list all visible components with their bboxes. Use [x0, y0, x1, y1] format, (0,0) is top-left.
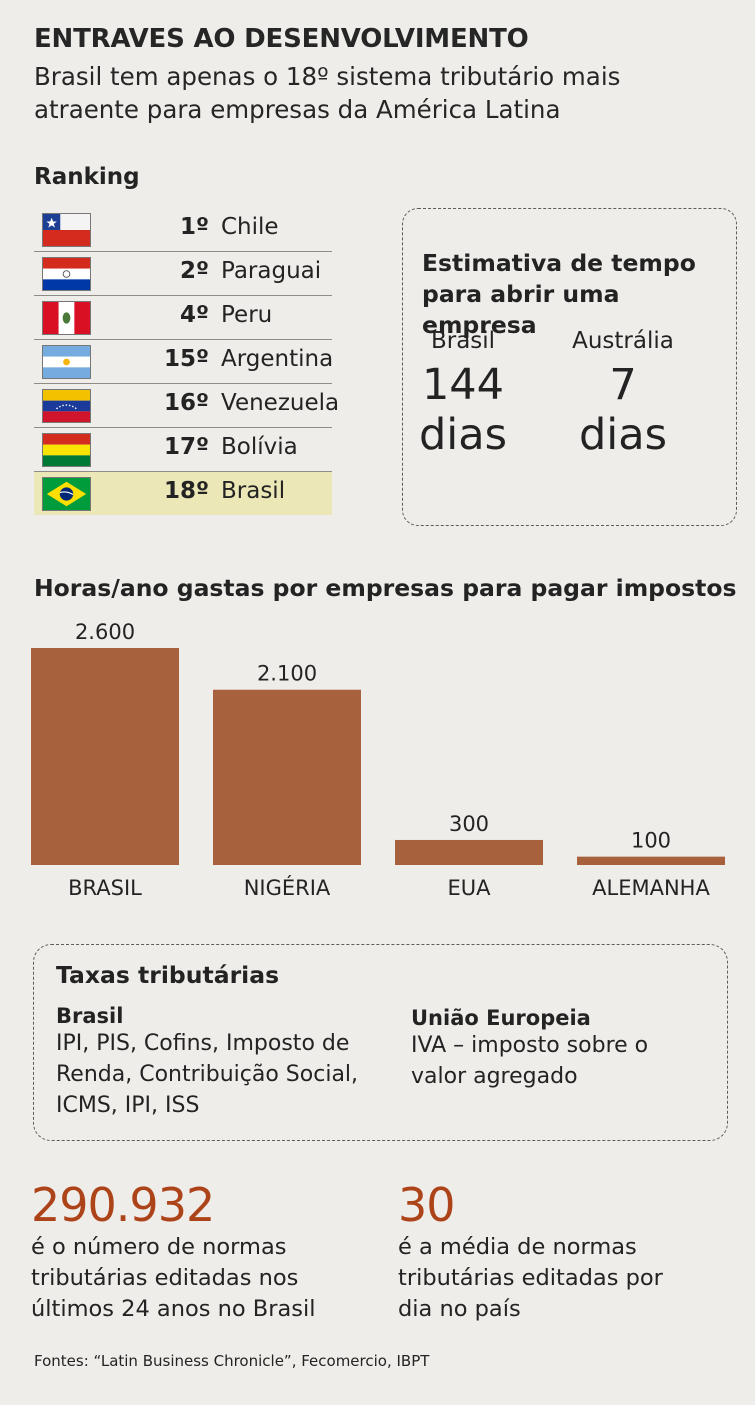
ranking-row-bolivia: 17º Bolívia: [34, 428, 332, 472]
estimate-country: Brasil: [430, 328, 496, 354]
estimate-box: [402, 208, 737, 526]
headline: ENTRAVES AO DESENVOLVIMENTO: [34, 24, 529, 54]
bar-alemanha: [577, 856, 725, 865]
ranking-position: 4º: [180, 302, 209, 328]
taxes-brasil-line: ICMS, IPI, ISS: [56, 1093, 200, 1118]
ranking-country: Chile: [221, 214, 279, 240]
estimate-title: Estimativa de tempo para abrir uma empre…: [422, 249, 696, 339]
venezuela-flag-icon: [42, 389, 91, 423]
taxes-brasil-heading: Brasil: [56, 1004, 124, 1028]
fact-norms-total: 290.932 é o número de normas tributárias…: [31, 1178, 351, 1325]
category-label: BRASIL: [68, 876, 142, 900]
ranking-country: Venezuela: [221, 390, 340, 416]
taxes-ue-line: valor agregado: [411, 1064, 578, 1089]
ranking-position: 17º: [164, 434, 209, 460]
ranking-position: 1º: [180, 214, 209, 240]
ranking-country: Bolívia: [221, 434, 298, 460]
fact-line: é o número de normas: [31, 1234, 287, 1260]
chart-title: Horas/ano gastas por empresas para pagar…: [34, 574, 737, 602]
hours-bar-chart: 2.600 BRASIL 2.100 NIGÉRIA 300 EUA 100 ALEMANHA: [31, 620, 725, 900]
argentina-flag-icon: [42, 345, 91, 379]
sources: Fontes: “Latin Business Chronicle”, Feco…: [34, 1352, 430, 1370]
subtitle: Brasil tem apenas o 18º sistema tributár…: [34, 62, 621, 124]
fact-line: tributárias editadas nos: [31, 1265, 299, 1291]
ranking-row-argentina: 15º Argentina: [34, 340, 334, 384]
fact-number: 290.932: [31, 1178, 215, 1232]
ranking-country: Paraguai: [221, 258, 322, 284]
fact-line: últimos 24 anos no Brasil: [31, 1296, 316, 1322]
ranking-label: Ranking: [34, 164, 140, 190]
bar-value-label: 2.100: [257, 662, 317, 686]
ranking-row-venezuela: 16º Venezuela: [34, 384, 339, 428]
ranking-position: 2º: [180, 258, 209, 284]
peru-flag-icon: [42, 301, 91, 335]
bar-nigéria: [213, 689, 361, 865]
ranking-row-chile: 1º Chile: [34, 208, 332, 252]
category-label: EUA: [447, 876, 491, 900]
estimate-brasil: Brasil 144 dias: [393, 328, 533, 460]
bar-value-label: 2.600: [75, 620, 135, 644]
taxes-brasil-line: Renda, Contribuição Social,: [56, 1062, 359, 1087]
ranking-position: 15º: [164, 346, 209, 372]
bolivia-flag-icon: [42, 433, 91, 467]
estimate-unit: dias: [419, 410, 507, 460]
chile-flag-icon: [42, 213, 91, 247]
brazil-flag-icon: [42, 477, 91, 511]
bar-brasil: [31, 648, 179, 865]
fact-line: é a média de normas: [398, 1234, 637, 1260]
ranking-country: Peru: [221, 302, 273, 328]
fact-line: dia no país: [398, 1296, 521, 1322]
bar-eua: [395, 839, 543, 865]
ranking-country: Argentina: [221, 346, 334, 372]
estimate-value: 7: [609, 360, 637, 410]
estimate-country: Austrália: [572, 328, 674, 354]
fact-number: 30: [398, 1178, 456, 1232]
taxes-ue-line: IVA – imposto sobre o: [411, 1033, 649, 1058]
ranking-row-paraguai: 2º Paraguai: [34, 252, 332, 296]
ranking-country: Brasil: [221, 478, 286, 504]
fact-norms-per-day: 30 é a média de normas tributárias edita…: [398, 1178, 718, 1325]
taxes-brasil: Brasil IPI, PIS, Cofins, Imposto de Rend…: [56, 1004, 396, 1121]
taxes-box: [33, 944, 728, 1141]
bar-value-label: 100: [631, 829, 671, 853]
category-label: ALEMANHA: [592, 876, 710, 900]
bar-value-label: 300: [449, 812, 489, 836]
ranking-position: 16º: [164, 390, 209, 416]
estimate-value: 144: [421, 360, 505, 410]
ranking-position: 18º: [164, 478, 209, 504]
estimate-australia: Austrália 7 dias: [553, 328, 693, 460]
ranking-row-brasil: 18º Brasil: [34, 472, 332, 515]
taxes-ue: União Europeia IVA – imposto sobre o val…: [411, 1006, 711, 1092]
category-label: NIGÉRIA: [244, 875, 331, 900]
ranking-row-peru: 4º Peru: [34, 296, 332, 340]
estimate-unit: dias: [579, 410, 667, 460]
paraguay-flag-icon: [42, 257, 91, 291]
fact-line: tributárias editadas por: [398, 1265, 663, 1291]
taxes-brasil-line: IPI, PIS, Cofins, Imposto de: [56, 1031, 350, 1056]
taxes-ue-heading: União Europeia: [411, 1006, 591, 1030]
taxes-title: Taxas tributárias: [56, 961, 280, 989]
